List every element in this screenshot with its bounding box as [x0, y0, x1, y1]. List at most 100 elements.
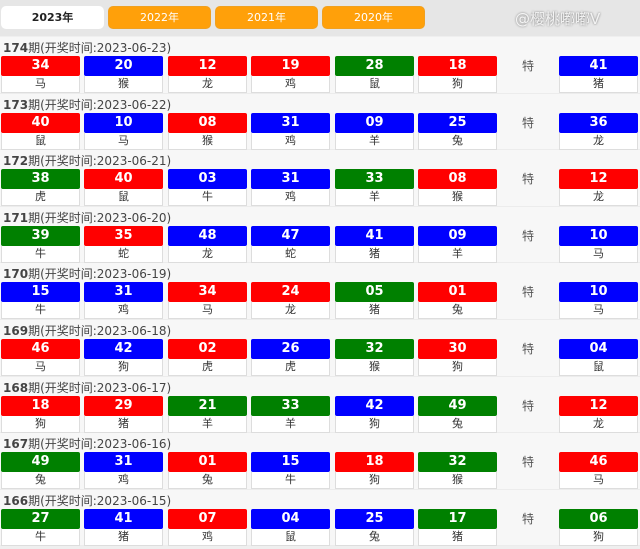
- zodiac-label: 猴: [335, 358, 414, 376]
- issue-number: 168: [3, 380, 29, 395]
- ball-number: 29: [84, 395, 163, 416]
- zodiac-label: 龙: [559, 189, 638, 207]
- ball-number: 46: [559, 452, 638, 473]
- issue-number: 166: [3, 493, 29, 508]
- zodiac-label: 羊: [335, 132, 414, 150]
- draw-row: 173期(开奖时间:2023-06-22) 40 鼠 10 马 08 猴 31 鸡 09 羊 25 兔特…: [0, 93, 640, 151]
- ball-number: 42: [335, 395, 414, 416]
- special-label: 特: [521, 455, 534, 470]
- ball-cell: 40 鼠: [1, 112, 80, 150]
- draw-row: 166期(开奖时间:2023-06-15) 27 牛 41 猪 07 鸡 04 鼠 25 兔 17 猪特…: [0, 489, 640, 547]
- zodiac-label: 兔: [418, 415, 497, 433]
- ball-cell: 01 兔: [168, 452, 247, 490]
- ball-cell: 41 猪: [335, 225, 414, 263]
- zodiac-label: 龙: [168, 245, 247, 263]
- close-paren: ): [166, 210, 172, 225]
- ball-number: 49: [1, 452, 80, 473]
- close-paren: ): [166, 323, 172, 338]
- draw-title: 169期(开奖时间:2023-06-18): [3, 322, 171, 339]
- ball-number: 41: [84, 508, 163, 529]
- time-prefix: 期(开奖时间:: [28, 380, 97, 395]
- draw-title: 171期(开奖时间:2023-06-20): [3, 209, 171, 226]
- issue-number: 172: [3, 154, 29, 169]
- zodiac-label: 虎: [1, 189, 80, 207]
- draw-date: 2023-06-23: [96, 41, 167, 55]
- draw-row: 169期(开奖时间:2023-06-18) 46 马 42 狗 02 虎 26 虎 32 猴 30 狗特…: [0, 319, 640, 377]
- ball-number: 12: [168, 56, 247, 76]
- ball-cell: 18 狗: [335, 452, 414, 490]
- zodiac-label: 龙: [559, 132, 638, 150]
- ball-cell: 21 羊: [168, 395, 247, 433]
- tab-2023[interactable]: 2023年: [1, 6, 104, 29]
- close-paren: ): [166, 267, 172, 282]
- zodiac-label: 狗: [559, 528, 638, 546]
- zodiac-label: 马: [168, 302, 247, 320]
- ball-cell: 10 马: [84, 112, 163, 150]
- zodiac-label: 虎: [251, 358, 330, 376]
- draw-date: 2023-06-18: [96, 323, 167, 338]
- ball-number: 09: [335, 112, 414, 133]
- time-prefix: 期(开奖时间:: [28, 210, 97, 225]
- ball-number: 20: [84, 56, 163, 76]
- ball-cell: 02 虎: [168, 338, 247, 376]
- zodiac-label: 兔: [1, 472, 80, 490]
- ball-number: 31: [84, 282, 163, 303]
- special-label: 特: [521, 341, 534, 356]
- zodiac-label: 马: [559, 245, 638, 263]
- ball-number: 12: [559, 169, 638, 190]
- zodiac-label: 猪: [335, 302, 414, 320]
- zodiac-label: 牛: [1, 528, 80, 546]
- issue-number: 170: [3, 267, 29, 282]
- zodiac-label: 猴: [418, 472, 497, 490]
- draw-row: 168期(开奖时间:2023-06-17) 18 狗 29 猪 21 羊 33 羊 42 狗 49 兔特…: [0, 376, 640, 434]
- draw-row: 167期(开奖时间:2023-06-16) 49 兔 31 鸡 01 兔 15 牛 18 狗 32 猴特…: [0, 433, 640, 490]
- draw-title: 166期(开奖时间:2023-06-15): [3, 492, 171, 509]
- ball-number: 25: [418, 112, 497, 133]
- zodiac-label: 牛: [1, 245, 80, 263]
- special-label: 特: [521, 172, 534, 187]
- zodiac-label: 马: [559, 472, 638, 490]
- zodiac-label: 鼠: [335, 76, 414, 93]
- ball-number: 25: [335, 508, 414, 529]
- zodiac-label: 猪: [84, 415, 163, 433]
- ball-number: 04: [251, 508, 330, 529]
- ball-number: 08: [418, 169, 497, 190]
- ball-cell: 31 鸡: [251, 112, 330, 150]
- ball-number: 33: [251, 395, 330, 416]
- draw-row: 171期(开奖时间:2023-06-20) 39 牛 35 蛇 48 龙 47 蛇 41 猪 09 羊特…: [0, 206, 640, 264]
- special-label: 特: [521, 228, 534, 243]
- ball-number: 03: [168, 169, 247, 190]
- special-ball-cell: 10 马: [559, 282, 638, 320]
- zodiac-label: 鸡: [168, 528, 247, 546]
- ball-number: 18: [1, 395, 80, 416]
- ball-number: 32: [418, 452, 497, 473]
- special-ball-cell: 10 马: [559, 225, 638, 263]
- tab-2021[interactable]: 2021年: [215, 6, 318, 29]
- zodiac-label: 狗: [84, 358, 163, 376]
- year-tabs: 2023年 2022年 2021年 2020年: [0, 0, 640, 36]
- time-prefix: 期(开奖时间:: [28, 154, 97, 169]
- ball-number: 15: [251, 452, 330, 473]
- zodiac-label: 狗: [335, 415, 414, 433]
- draw-list: 174期(开奖时间:2023-06-23) 34 马 20 猴 12 龙 19 鸡 28 鼠 18 狗特…: [0, 37, 640, 547]
- ball-cell: 46 马: [1, 338, 80, 376]
- ball-number: 26: [251, 338, 330, 359]
- tab-2022[interactable]: 2022年: [108, 6, 211, 29]
- zodiac-label: 马: [559, 302, 638, 320]
- ball-number: 04: [559, 338, 638, 359]
- zodiac-label: 龙: [559, 415, 638, 433]
- ball-number: 12: [559, 395, 638, 416]
- draw-row: 170期(开奖时间:2023-06-19) 15 牛 31 鸡 34 马 24 龙 05 猪 01 兔特…: [0, 263, 640, 320]
- tab-2020[interactable]: 2020年: [322, 6, 425, 29]
- close-paren: ): [166, 493, 172, 508]
- draw-date: 2023-06-15: [96, 493, 167, 508]
- draw-title: 170期(开奖时间:2023-06-19): [3, 265, 171, 282]
- time-prefix: 期(开奖时间:: [28, 323, 97, 338]
- ball-cell: 34 马: [168, 282, 247, 320]
- ball-cell: 33 羊: [335, 169, 414, 207]
- ball-number: 21: [168, 395, 247, 416]
- zodiac-label: 狗: [335, 472, 414, 490]
- special-label: 特: [521, 59, 534, 73]
- ball-number: 40: [1, 112, 80, 133]
- special-ball-cell: 12 龙: [559, 169, 638, 207]
